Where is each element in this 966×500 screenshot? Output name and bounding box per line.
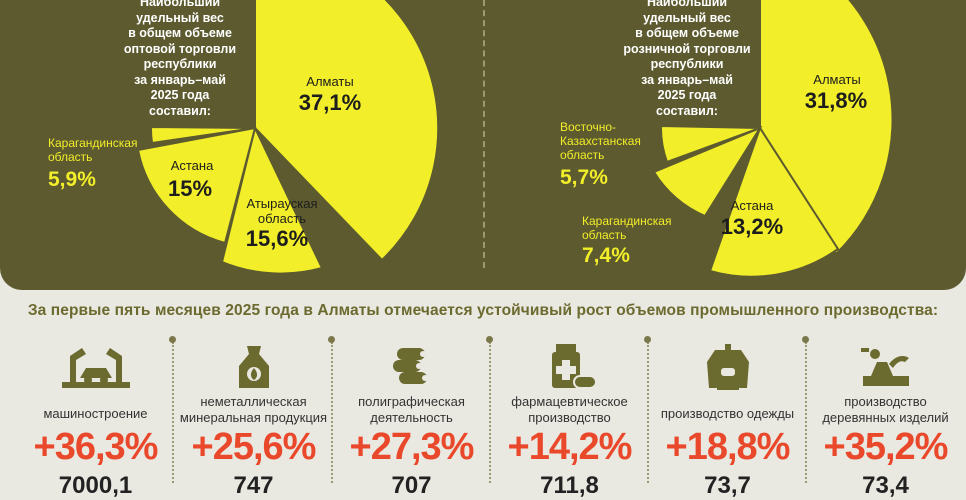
- industry-growth: +27,3%: [349, 426, 475, 468]
- industry-label: неметаллическая: [200, 394, 307, 409]
- left-slice-karaganda: [149, 125, 256, 145]
- right-karaganda-value: 7,4%: [582, 244, 630, 267]
- pie-charts: [136, 0, 894, 278]
- separator-dot: [802, 336, 809, 343]
- industry-volume: 711,8: [540, 472, 599, 499]
- right-vko-label: Восточно-Казахстанская область: [560, 120, 641, 162]
- cement-bag-icon: [238, 346, 269, 388]
- right-intro-line: Наибольший: [646, 0, 728, 9]
- industry-clothing: производство одежды +18,8% 73,7: [650, 330, 805, 499]
- column-separator: [647, 342, 649, 483]
- left-intro-line: оптовой торговли: [123, 41, 237, 56]
- left-intro-line: 2025 года: [150, 88, 210, 102]
- right-almaty-value: 31,8%: [804, 88, 868, 113]
- right-intro-line: 2025 года: [657, 88, 717, 102]
- industry-volume: 747: [233, 472, 274, 499]
- industry-volume: 707: [391, 472, 432, 499]
- panel-divider: [483, 0, 485, 268]
- left-astana-label: Астана: [170, 158, 214, 173]
- left-intro-line: удельный вес: [136, 10, 224, 25]
- industry-label: полиграфическая: [358, 394, 465, 409]
- left-slice-almaty: [254, 0, 440, 262]
- right-intro-line: в общем объеме: [635, 26, 739, 40]
- separator-dot: [486, 336, 493, 343]
- left-atyrau-value: 15,6%: [245, 226, 309, 251]
- right-slice-almaty: [759, 0, 894, 256]
- medicine-icon: [551, 344, 597, 389]
- left-intro-line: в общем объеме: [128, 26, 232, 40]
- separator-dot: [328, 336, 335, 343]
- left-intro-line: за январь–май: [134, 72, 226, 87]
- right-intro-line: розничной торговли: [623, 41, 751, 56]
- sweater-icon: [706, 344, 749, 390]
- industry-growth: +36,3%: [33, 426, 159, 468]
- industry-printing: полиграфическая деятельность +27,3% 707: [334, 330, 489, 499]
- industry-pharma: фармацевтическое производство +14,2% 711…: [492, 330, 647, 499]
- industry-headline: За первые пять месяцев 2025 года в Алмат…: [27, 302, 939, 319]
- industry-volume: 7000,1: [58, 472, 133, 499]
- separator-dot: [169, 336, 176, 343]
- right-vko-value: 5,7%: [560, 166, 608, 189]
- right-slice-vko: [659, 124, 761, 164]
- industry-growth: +25,6%: [191, 426, 317, 468]
- right-almaty-label: Алматы: [813, 72, 861, 87]
- industry-label: деревянных изделий: [822, 410, 949, 425]
- industry-label: производство: [528, 410, 611, 425]
- industry-label: производство одежды: [660, 406, 795, 421]
- paper-roll-icon: [392, 348, 428, 384]
- separator-dot: [644, 336, 651, 343]
- wood-plane-icon: [860, 348, 909, 386]
- industry-mineral: неметаллическая минеральная продукция +2…: [176, 330, 331, 499]
- right-intro-line: за январь–май: [641, 72, 733, 87]
- right-intro-line: составил:: [656, 103, 718, 118]
- industry-growth: +35,2%: [823, 426, 949, 468]
- left-karaganda-value: 5,9%: [48, 168, 96, 191]
- robot-arm-icon: [61, 348, 130, 388]
- left-atyrau-label: Атырауская область: [246, 196, 318, 226]
- left-intro-line: составил:: [149, 103, 211, 118]
- industry-growth: +14,2%: [507, 426, 633, 468]
- left-intro-line: Наибольший: [139, 0, 221, 9]
- left-slice-atyrau: [220, 125, 324, 275]
- right-astana-value: 13,2%: [720, 214, 784, 239]
- industry-growth: +18,8%: [665, 426, 791, 468]
- right-slice-astana: [708, 125, 840, 278]
- industry-volume: 73,7: [704, 472, 751, 499]
- column-separator: [805, 342, 807, 483]
- industry-label: производство: [844, 394, 927, 409]
- left-astana-value: 15%: [167, 176, 213, 201]
- right-intro: Наибольший удельный вес в общем объеме р…: [612, 0, 762, 119]
- right-astana-label: Астана: [730, 198, 774, 213]
- industry-label: фармацевтическое: [511, 394, 628, 409]
- left-intro: Наибольший удельный вес в общем объеме о…: [105, 0, 255, 119]
- industry-mechanical: машиностроение +36,3% 7000,1: [18, 330, 173, 499]
- left-almaty-label: Алматы: [306, 74, 354, 89]
- industry-volume: 73,4: [862, 472, 909, 499]
- industry-label: минеральная продукция: [179, 410, 328, 425]
- right-karaganda-label: Карагандинская область: [582, 214, 672, 242]
- right-intro-line: удельный вес: [643, 10, 731, 25]
- left-intro-line: республики: [143, 57, 217, 71]
- left-karaganda-label: Карагандинская область: [48, 136, 138, 164]
- industry-label: деятельность: [370, 410, 453, 425]
- right-intro-line: республики: [650, 57, 724, 71]
- right-slice-karaganda: [652, 125, 763, 218]
- industry-label: машиностроение: [43, 406, 148, 421]
- left-slice-astana: [136, 126, 257, 245]
- column-separator: [331, 342, 333, 483]
- column-separator: [489, 342, 491, 483]
- column-separator: [172, 342, 174, 483]
- industry-wood: производство деревянных изделий +35,2% 7…: [808, 330, 963, 499]
- left-almaty-value: 37,1%: [298, 90, 362, 115]
